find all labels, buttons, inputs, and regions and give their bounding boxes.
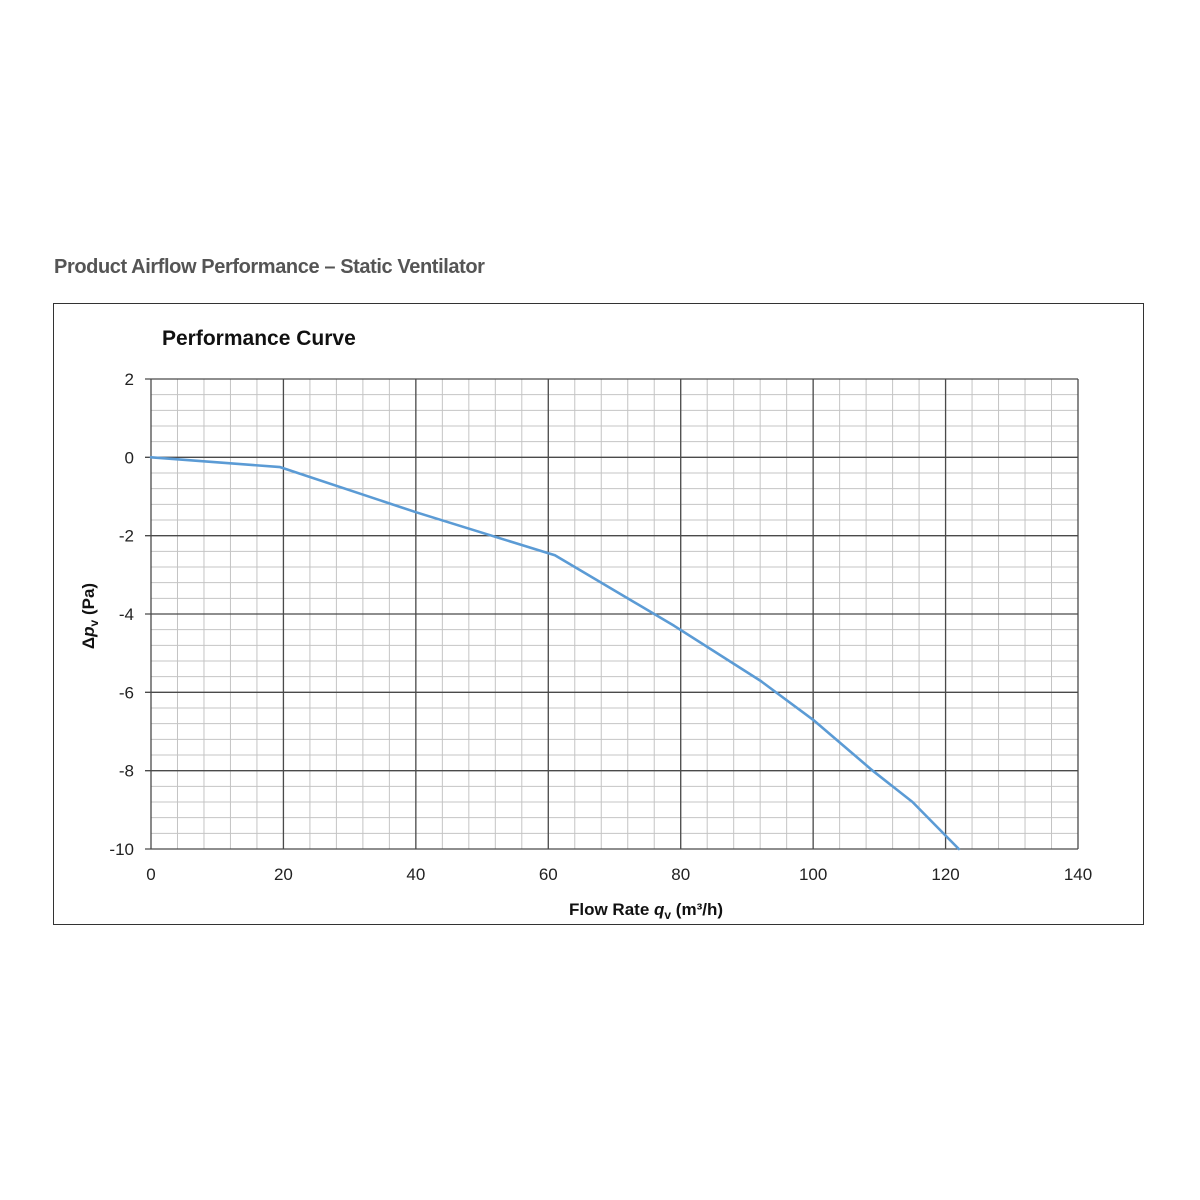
x-axis-title-symbol: q	[654, 900, 665, 919]
y-axis-title: Δpv (Pa)	[79, 583, 101, 649]
y-tick-label: -6	[119, 683, 134, 702]
x-axis-title: Flow Rate qv (m³/h)	[569, 900, 723, 922]
x-axis-title-prefix: Flow Rate	[569, 900, 654, 919]
y-tick-label: -2	[119, 527, 134, 546]
y-axis-title-prefix: Δ	[79, 637, 98, 649]
y-tick-label: -10	[109, 840, 134, 859]
x-tick-label: 40	[406, 865, 425, 884]
y-tick-label: -4	[119, 605, 134, 624]
x-tick-label: 120	[931, 865, 959, 884]
y-tick-label: -8	[119, 762, 134, 781]
page-heading: Product Airflow Performance – Static Ven…	[54, 256, 485, 278]
y-axis-title-subscript: v	[87, 619, 101, 626]
x-axis-ticks: 0 20 40 60 80 100 120 140	[146, 865, 1092, 884]
performance-curve-chart: Performance Curve 0 20 40 60 80 100 120 140 20-…	[79, 327, 1092, 922]
series-layer	[149, 456, 961, 851]
major-grid	[145, 378, 1079, 850]
x-axis-title-suffix: (m³/h)	[671, 900, 723, 919]
y-tick-label: 2	[125, 370, 134, 389]
y-tick-label: 0	[125, 448, 134, 467]
x-tick-label: 20	[274, 865, 293, 884]
y-axis-title-symbol: p	[79, 626, 98, 637]
y-axis-ticks: 2 0 -2 -4 -6 -8 -10	[109, 370, 134, 859]
chart-title: Performance Curve	[162, 327, 356, 350]
x-axis-title-subscript: v	[664, 908, 671, 922]
y-axis-title-suffix: (Pa)	[79, 583, 98, 620]
series-line-0	[149, 456, 961, 851]
x-tick-label: 140	[1064, 865, 1092, 884]
x-tick-label: 80	[671, 865, 690, 884]
x-tick-label: 60	[539, 865, 558, 884]
x-tick-label: 0	[146, 865, 155, 884]
x-tick-label: 100	[799, 865, 827, 884]
